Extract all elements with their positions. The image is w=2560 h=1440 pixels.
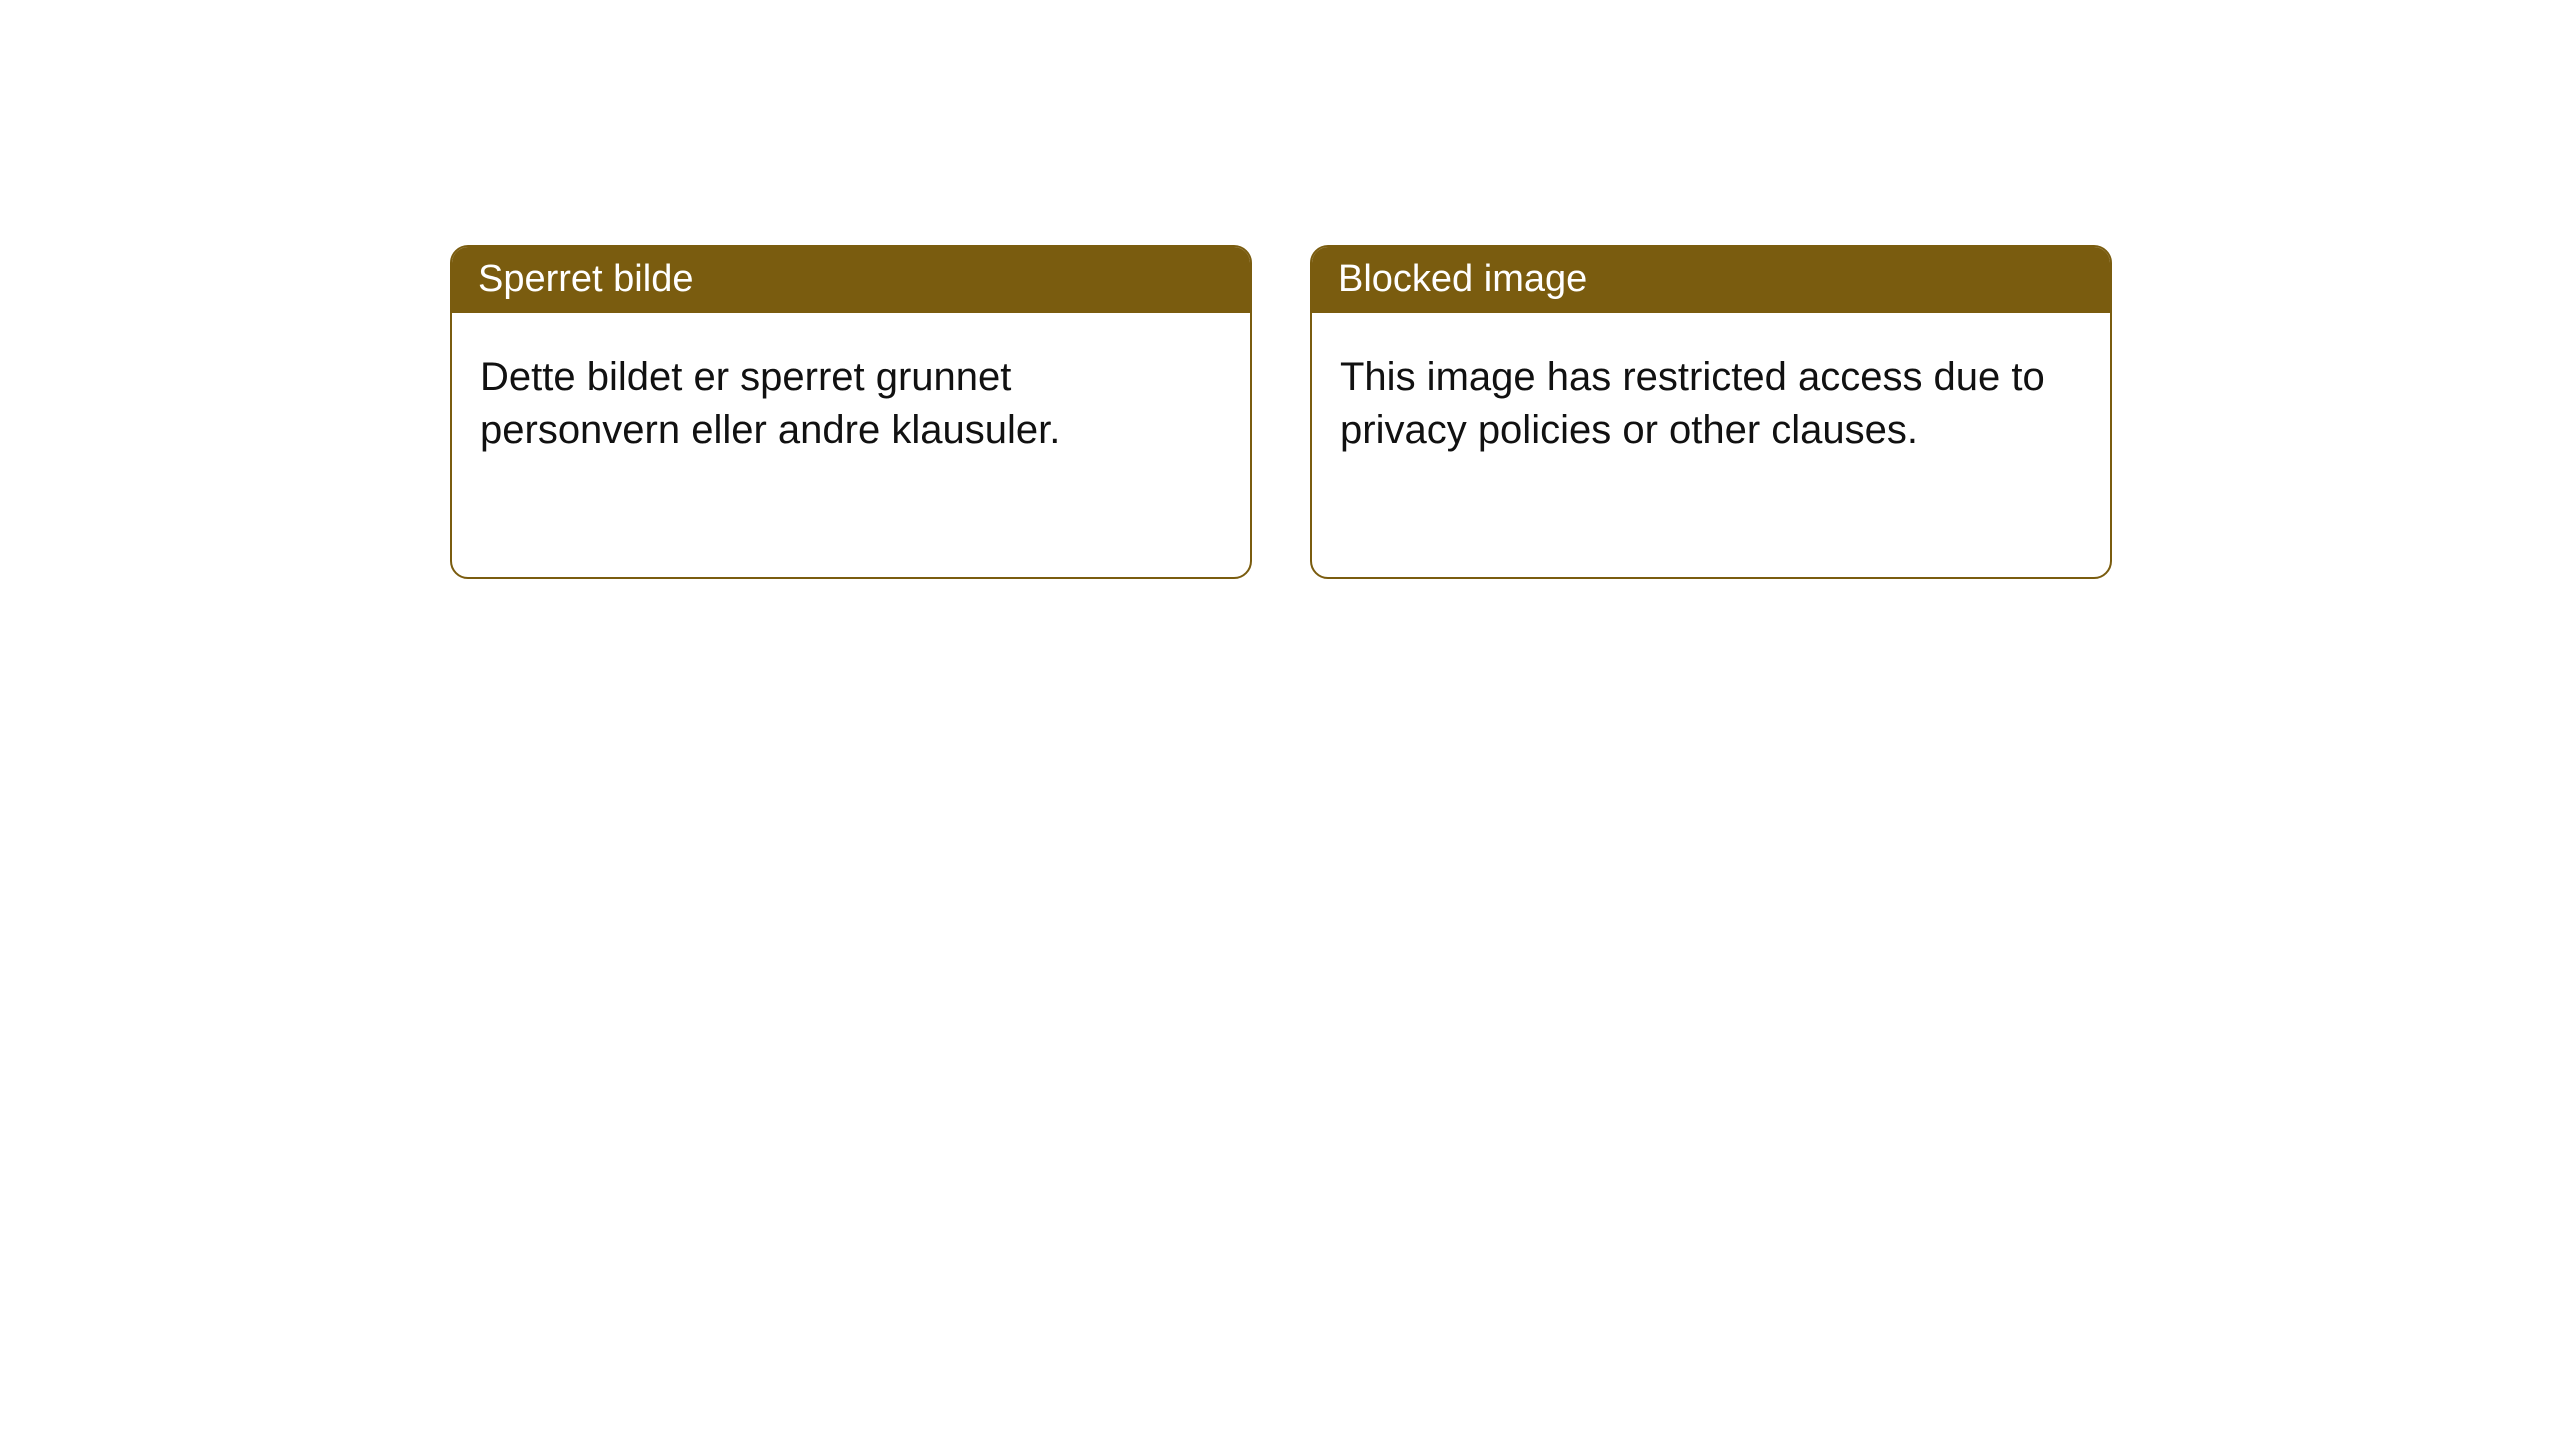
notice-box-english: Blocked image This image has restricted … (1310, 245, 2112, 579)
notice-body: Dette bildet er sperret grunnet personve… (452, 313, 1250, 577)
notice-box-norwegian: Sperret bilde Dette bildet er sperret gr… (450, 245, 1252, 579)
notice-container: Sperret bilde Dette bildet er sperret gr… (450, 245, 2112, 579)
notice-header: Sperret bilde (452, 247, 1250, 313)
notice-body: This image has restricted access due to … (1312, 313, 2110, 577)
notice-header: Blocked image (1312, 247, 2110, 313)
